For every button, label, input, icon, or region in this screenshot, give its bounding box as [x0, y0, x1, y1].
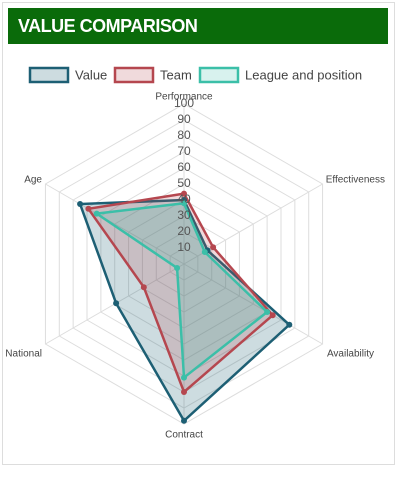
point	[181, 200, 187, 207]
legend-swatch	[198, 66, 240, 84]
legend-label: Value	[75, 67, 107, 82]
point	[140, 284, 147, 291]
point	[85, 205, 92, 212]
axis-label: Effectiveness	[326, 175, 385, 186]
point	[264, 309, 271, 315]
r-tick-label: 10	[177, 240, 191, 254]
point	[286, 321, 293, 328]
point	[181, 374, 187, 381]
chart-title: VALUE COMPARISON	[18, 16, 197, 36]
point	[93, 210, 100, 217]
point	[113, 300, 120, 307]
r-tick-label: 40	[177, 192, 191, 206]
r-tick-label: 100	[174, 96, 194, 110]
point	[269, 312, 276, 319]
axis-label: Performance	[155, 92, 213, 103]
point	[77, 201, 84, 207]
spoke	[183, 263, 323, 345]
title-bar	[8, 8, 388, 44]
legend-swatch	[28, 66, 70, 84]
r-tick-label: 70	[177, 144, 191, 158]
spoke	[45, 183, 185, 265]
r-tick-label: 20	[177, 224, 191, 238]
legend-label: League and position	[245, 67, 362, 82]
point	[174, 265, 181, 271]
point	[210, 244, 217, 251]
point	[181, 389, 187, 395]
axis-label: Age	[24, 175, 42, 186]
r-tick-label: 50	[177, 176, 191, 190]
axis-label: Contract	[165, 430, 203, 441]
point	[181, 417, 187, 424]
r-tick-label: 90	[177, 112, 191, 126]
point	[201, 249, 208, 255]
legend-swatch	[113, 66, 155, 84]
r-tick-label: 30	[177, 208, 191, 222]
point	[181, 190, 187, 197]
axis-label: Availability	[327, 349, 374, 360]
r-tick-label: 80	[177, 128, 191, 142]
axis-label: National	[5, 349, 42, 360]
r-tick-label: 60	[177, 160, 191, 174]
legend-label: Team	[160, 67, 192, 82]
